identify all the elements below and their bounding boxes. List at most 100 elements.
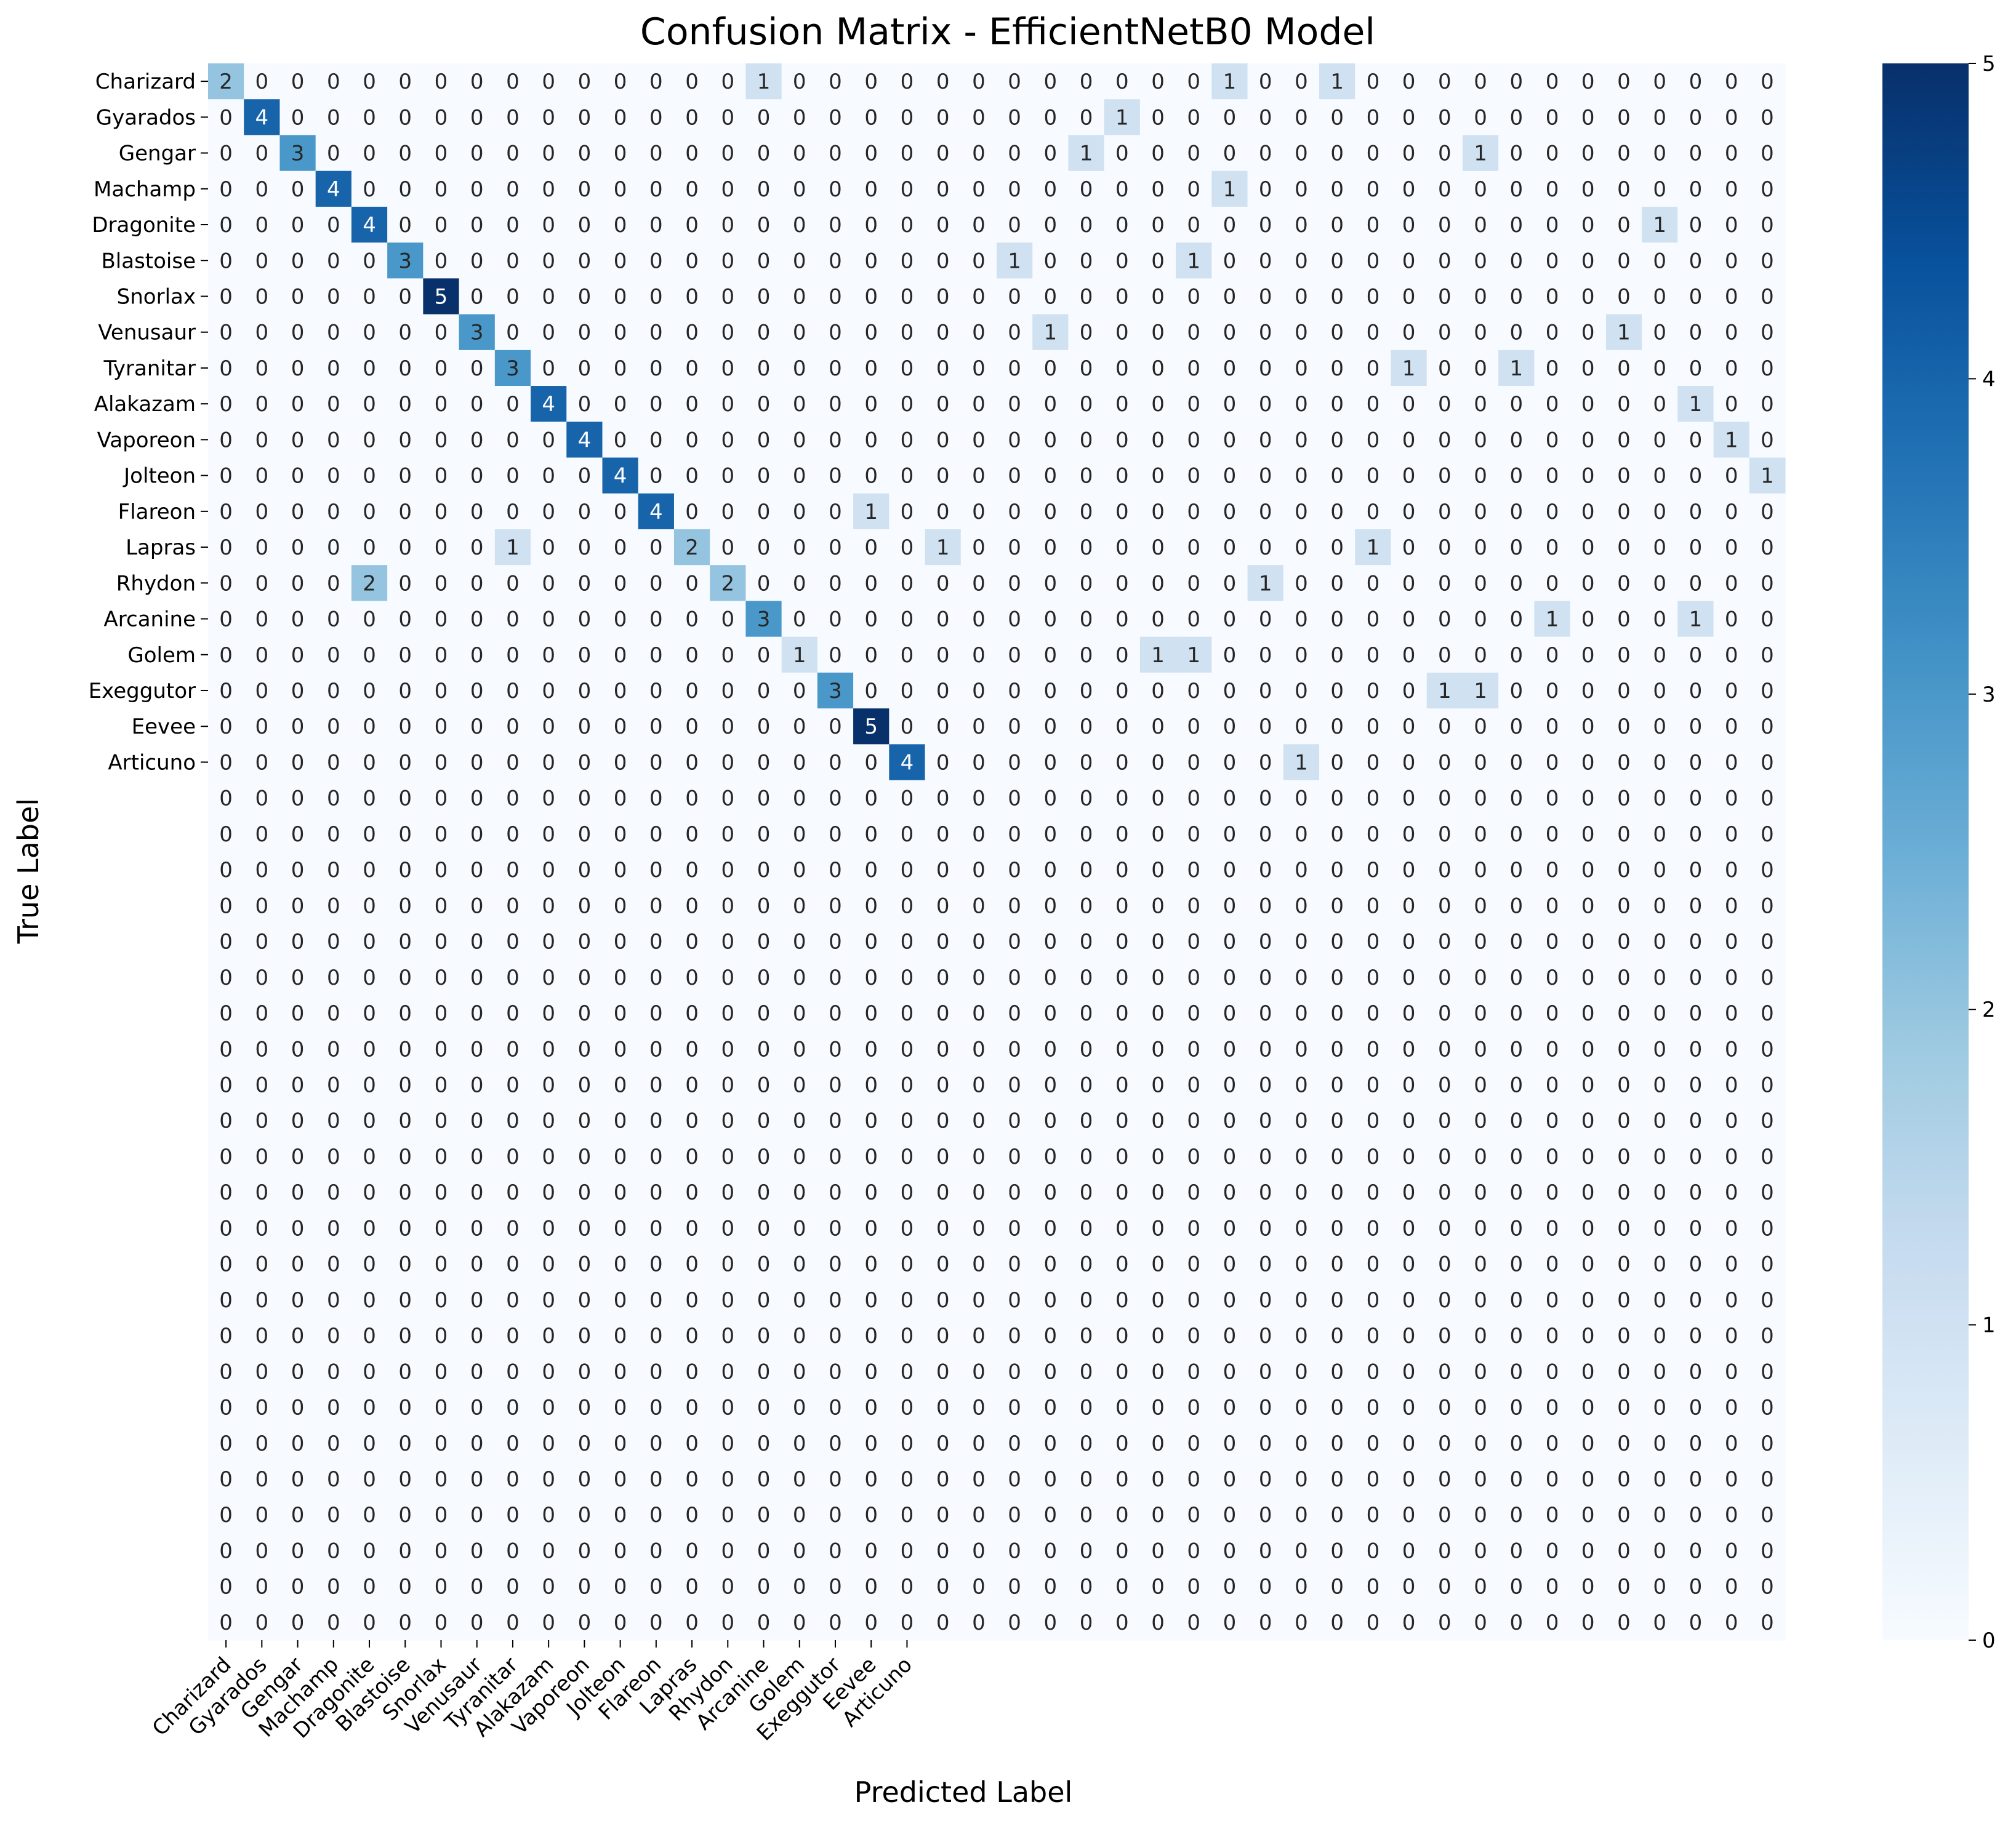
cell-value-label: 0 [1223,858,1237,883]
cell-value-label: 0 [1080,284,1093,309]
cell-value-label: 0 [1044,70,1058,94]
cell-value-label: 0 [1367,1145,1380,1169]
heatmap-cell [853,170,890,207]
cell-value-label: 0 [757,787,771,811]
heatmap-cell [423,63,460,100]
cell-value-label: 0 [1080,1503,1093,1528]
cell-value-label: 4 [542,392,555,417]
cell-value-label: 0 [542,105,555,130]
cell-value-label: 0 [1295,249,1308,273]
y-axis-label: True Label [12,798,45,944]
cell-value-label: 0 [1259,284,1272,309]
cell-value-label: 0 [291,249,305,273]
cell-value-label: 0 [1008,643,1021,668]
cell-value-label: 0 [1402,1324,1416,1348]
cell-value-label: 0 [291,787,305,811]
cell-value-label: 0 [1474,321,1487,345]
heatmap-cell [925,206,962,243]
cell-value-label: 0 [1295,858,1308,883]
cell-value-label: 0 [542,1288,555,1313]
cell-value-label: 0 [614,750,627,775]
cell-value-label: 0 [578,607,592,632]
cell-value-label: 0 [829,930,842,955]
cell-value-label: 0 [1115,715,1129,739]
cell-value-label: 0 [327,535,340,560]
cell-value-label: 0 [901,1180,914,1205]
cell-value-label: 0 [1617,1324,1631,1348]
cell-value-label: 0 [1581,1324,1595,1348]
cell-value-label: 0 [829,105,842,130]
cell-value-label: 0 [1474,1073,1487,1097]
cell-value-label: 0 [1617,1396,1631,1420]
cell-value-label: 0 [1330,105,1344,130]
cell-value-label: 0 [1044,679,1058,703]
cell-value-label: 0 [614,321,627,345]
cell-value-label: 0 [1581,1109,1595,1134]
cell-value-label: 0 [1509,392,1523,417]
cell-value-label: 3 [506,356,520,381]
cell-value-label: 0 [1223,213,1237,238]
cell-value-label: 0 [1438,643,1452,668]
cell-value-label: 0 [1223,1252,1237,1277]
cell-value-label: 0 [1725,894,1738,918]
cell-value-label: 0 [398,1180,412,1205]
cell-value-label: 0 [1761,1145,1774,1169]
cell-value-label: 0 [793,1216,806,1241]
cell-value-label: 0 [470,894,484,918]
cell-value-label: 0 [864,142,878,166]
cell-value-label: 0 [757,1109,771,1134]
cell-value-label: 0 [1725,1288,1738,1313]
cell-value-label: 0 [1402,1180,1416,1205]
cell-value-label: 0 [1617,966,1631,990]
cell-value-label: 0 [1008,571,1021,596]
cell-value-label: 0 [542,321,555,345]
cell-value-label: 0 [649,1073,663,1097]
heatmap-cell [1283,278,1320,315]
cell-value-label: 1 [1115,105,1129,130]
cell-value-label: 0 [291,607,305,632]
cell-value-label: 0 [1044,1073,1058,1097]
cell-value-label: 0 [1653,1145,1666,1169]
cell-value-label: 0 [972,1252,986,1277]
cell-value-label: 0 [1080,321,1093,345]
cell-value-label: 0 [1581,428,1595,452]
cell-value-label: 0 [649,1145,663,1169]
cell-value-label: 0 [1617,787,1631,811]
cell-value-label: 0 [757,500,771,524]
cell-value-label: 0 [1259,535,1272,560]
cell-value-label: 1 [1474,142,1487,166]
cell-value-label: 0 [1044,105,1058,130]
y-tick-label: Exeggutor [89,679,196,703]
heatmap-cell [1355,135,1392,172]
cell-value-label: 0 [793,1467,806,1492]
heatmap-cell [1247,242,1284,279]
cell-value-label: 0 [1761,1432,1774,1456]
cell-value-label: 0 [1725,858,1738,883]
heatmap-cell [745,206,782,243]
cell-value-label: 0 [1295,1467,1308,1492]
cell-value-label: 0 [1151,1180,1165,1205]
cell-value-label: 0 [327,930,340,955]
heatmap-cell [387,63,424,100]
cell-value-label: 0 [219,105,233,130]
cell-value-label: 0 [936,356,950,381]
heatmap-cell [1247,99,1284,136]
cell-value-label: 0 [1044,715,1058,739]
cell-value-label: 0 [649,105,663,130]
cell-value-label: 0 [219,1575,233,1600]
cell-value-label: 0 [1581,1396,1595,1420]
cell-value-label: 0 [1402,1288,1416,1313]
cell-value-label: 0 [1259,1324,1272,1348]
cell-value-label: 0 [1725,500,1738,524]
cell-value-label: 0 [1330,571,1344,596]
heatmap-cell [1426,170,1463,207]
cell-value-label: 0 [864,607,878,632]
cell-value-label: 0 [1474,535,1487,560]
cell-value-label: 0 [291,1073,305,1097]
cell-value-label: 0 [1474,464,1487,489]
cell-value-label: 0 [1617,894,1631,918]
heatmap-cell [781,278,818,315]
heatmap-cell [638,135,675,172]
cell-value-label: 0 [1438,70,1452,94]
cell-value-label: 0 [219,213,233,238]
